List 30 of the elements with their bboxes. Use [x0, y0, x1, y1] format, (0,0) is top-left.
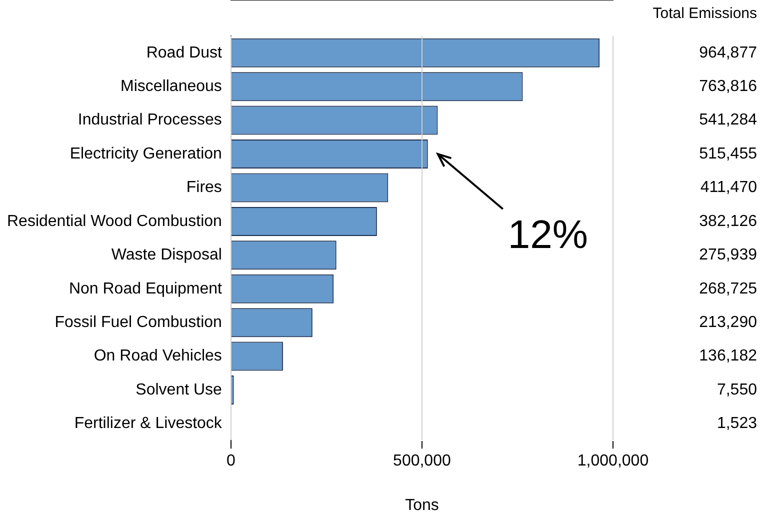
annotation: 12% — [508, 213, 588, 258]
y-tick-label: Miscellaneous — [120, 78, 222, 95]
data-label: 268,725 — [699, 280, 758, 298]
y-tick-label: On Road Vehicles — [94, 348, 222, 365]
x-tick-label: 0 — [226, 452, 236, 470]
x-tick-label: 500,000 — [393, 452, 451, 470]
y-tick-label: Fertilizer & Livestock — [74, 415, 223, 432]
data-label: 213,290 — [699, 314, 758, 331]
data-label: 1,523 — [716, 415, 758, 432]
x-tick-label: 1,000,000 — [577, 452, 649, 470]
y-tick-label: Road Dust — [146, 44, 222, 62]
data-label: 515,455 — [699, 145, 758, 162]
text: Total Emissions — [652, 5, 757, 22]
y-tick-label: Fossil Fuel Combustion — [54, 314, 222, 331]
data-label: 275,939 — [699, 246, 758, 264]
y-tick-label: Fires — [186, 179, 222, 196]
y-tick-label: Non Road Equipment — [68, 280, 222, 298]
data-label: 7,550 — [716, 381, 758, 398]
data-label: 541,284 — [699, 112, 758, 129]
data-label: 411,470 — [700, 179, 758, 196]
data-label: 964,877 — [699, 44, 758, 62]
data-label: 763,816 — [699, 78, 758, 95]
y-tick-label: Solvent Use — [136, 381, 222, 398]
data-label: 382,126 — [699, 212, 758, 230]
x-axis-title: Tons — [405, 496, 439, 514]
y-tick-label: Waste Disposal — [111, 246, 222, 264]
y-tick-label: Electricity Generation — [70, 145, 222, 162]
y-tick-label: Residential Wood Combustion — [6, 212, 222, 230]
y-tick-label: Industrial Processes — [78, 112, 222, 129]
data-label: 136,182 — [699, 348, 758, 365]
